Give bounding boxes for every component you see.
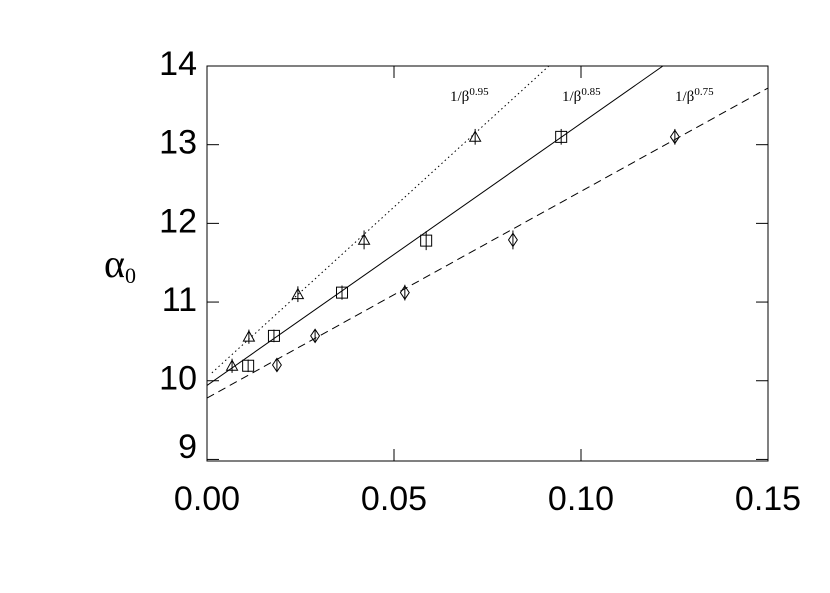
data-point <box>242 330 256 342</box>
data-point <box>225 359 239 371</box>
data-point <box>420 234 433 247</box>
data-point <box>336 286 349 299</box>
data-point <box>310 328 321 344</box>
x-tick-label: 0.15 <box>735 480 801 518</box>
fit-label-exp: 0.95 <box>469 86 489 98</box>
fit-label-base: 1/β <box>562 89 581 105</box>
data-point <box>555 130 568 143</box>
data-point <box>468 130 482 142</box>
y-tick-label: 10 <box>159 360 197 398</box>
fit-label-exp: 0.75 <box>694 86 714 98</box>
fit-label-base: 1/β <box>450 89 469 105</box>
fit-label-base: 1/β <box>675 89 694 105</box>
data-point <box>242 359 255 372</box>
data-point <box>291 287 305 300</box>
fit-label-exp: 0.85 <box>581 86 601 98</box>
data-point <box>507 232 518 248</box>
x-tick-label: 0.05 <box>361 480 427 518</box>
y-axis-label-sub: 0 <box>125 263 136 288</box>
y-tick-label: 9 <box>178 428 197 466</box>
data-point <box>267 329 280 342</box>
data-point <box>399 285 410 301</box>
y-tick-label: 12 <box>159 202 197 240</box>
fit-line <box>207 87 768 399</box>
fit-label: 1/β0.75 <box>675 86 714 106</box>
y-tick-label: 14 <box>159 45 197 83</box>
data-point <box>669 129 680 145</box>
y-axis-label: α0 <box>104 241 136 288</box>
fit-label: 1/β0.85 <box>562 86 601 106</box>
data-point <box>271 357 282 373</box>
y-tick-label: 11 <box>162 281 197 319</box>
y-tick-label: 13 <box>159 124 197 162</box>
fit-line <box>211 66 550 374</box>
data-point <box>357 233 371 245</box>
y-axis-label-base: α <box>104 241 125 286</box>
x-tick-label: 0.00 <box>174 480 240 518</box>
x-tick-label: 0.10 <box>548 480 614 518</box>
fit-line <box>207 66 664 386</box>
fit-label: 1/β0.95 <box>450 86 489 106</box>
plot-frame <box>206 65 769 462</box>
